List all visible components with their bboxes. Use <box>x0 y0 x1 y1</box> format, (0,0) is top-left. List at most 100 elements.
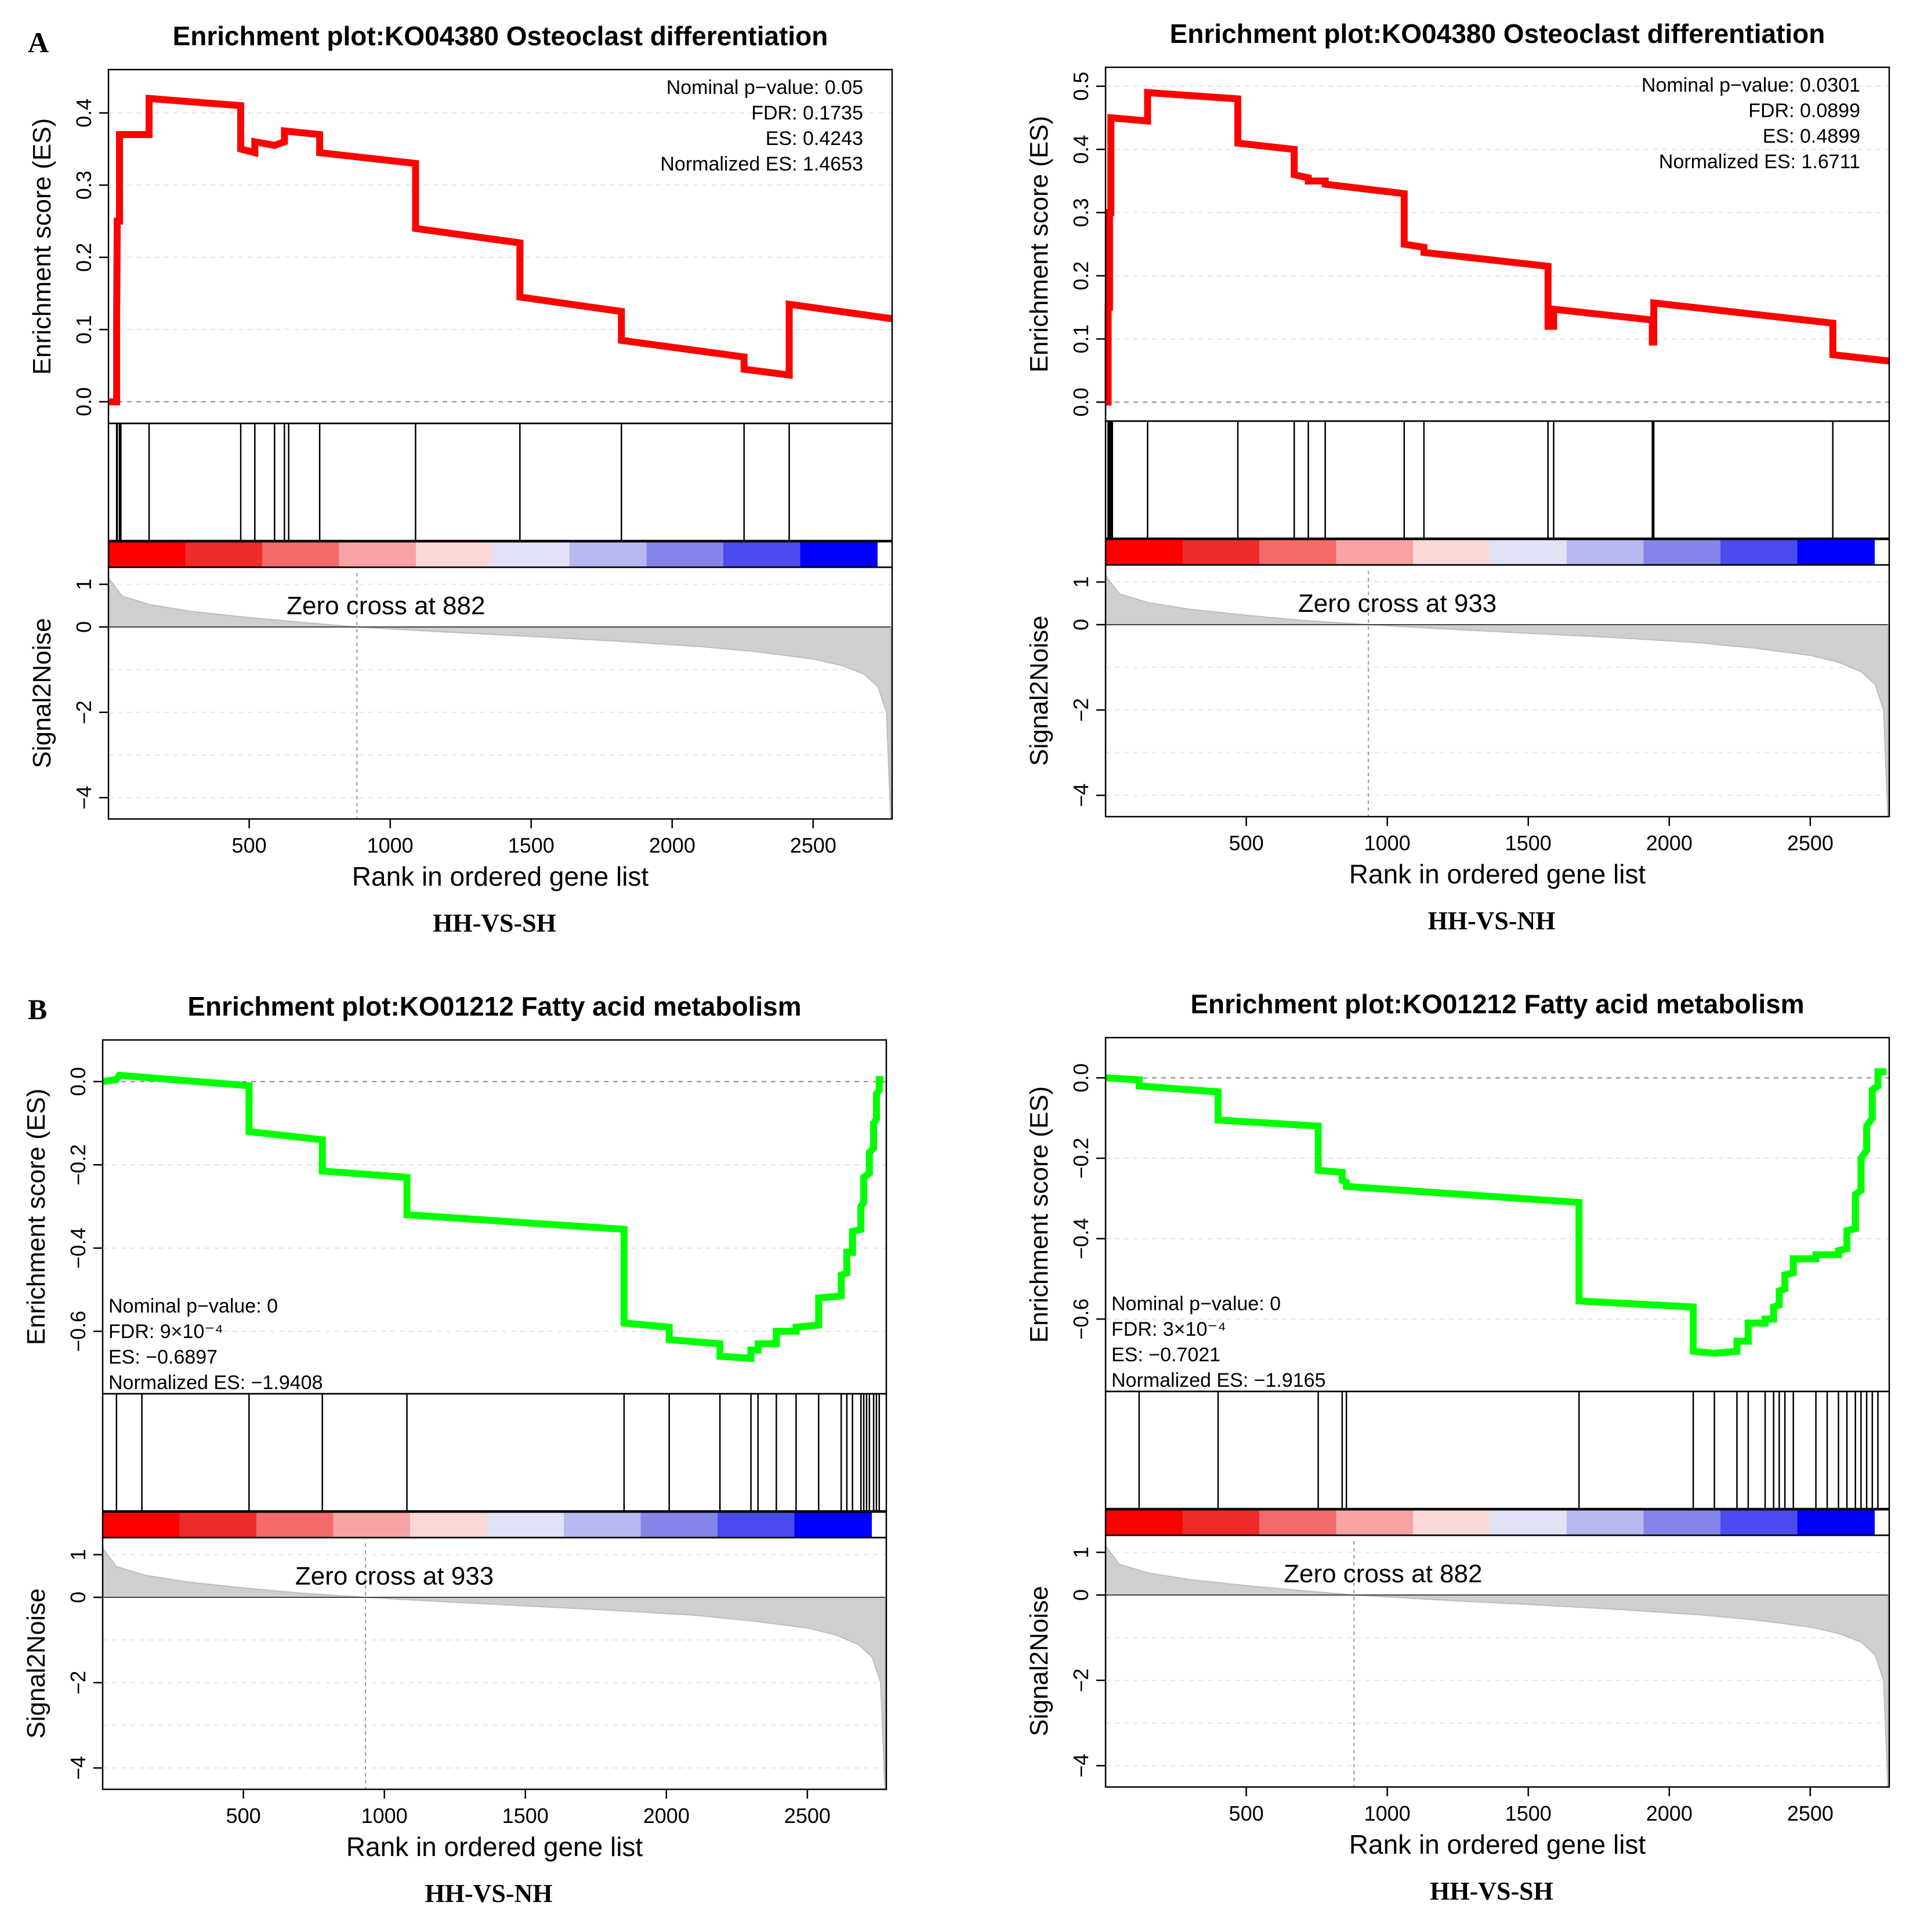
rank-heat-segment <box>1106 1510 1183 1535</box>
rank-heat-segment <box>103 1512 180 1538</box>
rank-heat-segment <box>108 542 186 567</box>
x-tick-label: 1500 <box>1505 831 1552 855</box>
rank-heat-segment <box>1259 539 1337 565</box>
es-y-tick-label: 0.4 <box>1069 135 1093 164</box>
rank-heat-segment <box>1643 1510 1721 1535</box>
s2n-y-tick-label: 1 <box>72 578 96 590</box>
es-y-axis-label: Enrichment score (ES) <box>28 118 56 375</box>
es-y-axis-label: Enrichment score (ES) <box>1025 116 1053 373</box>
es-curve <box>102 1071 884 1362</box>
es-y-axis-label: Enrichment score (ES) <box>22 1089 50 1346</box>
es-y-tick-label: −0.6 <box>66 1311 90 1352</box>
x-tick-label: 2500 <box>784 1804 831 1828</box>
s2n-frame <box>1104 564 1890 818</box>
zero-cross-label: Zero cross at 882 <box>1284 1560 1482 1588</box>
es-stat-line: ES: −0.6897 <box>108 1346 218 1368</box>
es-y-tick-label: 0.5 <box>1069 72 1093 101</box>
rank-heat-segment <box>1413 1510 1491 1535</box>
x-axis-label: Rank in ordered gene list <box>1349 1829 1646 1859</box>
x-tick-label: 1500 <box>508 833 555 857</box>
panel-label-a: A <box>28 26 49 59</box>
x-tick-label: 1500 <box>502 1804 549 1828</box>
s2n-y-tick-label: −4 <box>1069 784 1093 807</box>
s2n-y-tick-label: 1 <box>66 1549 90 1560</box>
rank-heat-segment <box>262 542 340 567</box>
x-axis-label: Rank in ordered gene list <box>346 1832 643 1862</box>
es-y-tick-label: −0.2 <box>1069 1137 1093 1179</box>
s2n-y-axis-label: Signal2Noise <box>1025 615 1053 766</box>
es-curve <box>108 95 893 405</box>
rank-heat-segment <box>185 542 263 567</box>
rank-heat-segment <box>1413 539 1491 565</box>
panel-label-b: B <box>28 993 47 1025</box>
x-tick-label: 1000 <box>1364 831 1411 855</box>
s2n-y-tick-label: −2 <box>72 701 96 724</box>
es-y-tick-label: 0.2 <box>1069 261 1093 290</box>
es-stat-line: Nominal p−value: 0.0301 <box>1642 74 1860 96</box>
es-stat-line: Normalized ES: 1.4653 <box>660 153 863 175</box>
hits-frame <box>1104 420 1890 539</box>
rank-heat-segment <box>492 542 570 567</box>
es-stat-line: Normalized ES: −1.9408 <box>108 1372 323 1394</box>
rank-heat-segment <box>1336 539 1414 565</box>
rank-heat-segment <box>800 542 878 567</box>
x-tick-label: 1500 <box>1505 1801 1552 1825</box>
s2n-frame <box>1104 1534 1890 1788</box>
s2n-area <box>108 576 892 820</box>
s2n-y-tick-label: 0 <box>1069 1589 1093 1601</box>
s2n-y-tick-label: −2 <box>1069 698 1093 722</box>
rank-heat-segment <box>718 1512 795 1538</box>
es-stat-line: FDR: 0.1735 <box>751 102 863 124</box>
s2n-y-tick-label: 0 <box>1069 619 1093 630</box>
x-tick-label: 2500 <box>790 833 836 857</box>
chart-caption: HH-VS-NH <box>1428 907 1556 935</box>
rank-heat-segment <box>646 542 724 567</box>
s2n-y-tick-label: 0 <box>66 1592 90 1603</box>
rank-heat-segment <box>179 1512 257 1538</box>
es-stat-line: Normalized ES: −1.9165 <box>1111 1369 1325 1391</box>
es-y-tick-label: 0.0 <box>66 1067 90 1096</box>
es-y-tick-label: 0.4 <box>72 99 96 128</box>
es-y-axis-label: Enrichment score (ES) <box>1025 1086 1053 1343</box>
x-tick-label: 2000 <box>1646 831 1693 855</box>
x-tick-label: 2500 <box>1787 1801 1834 1825</box>
es-stat-line: FDR: 9×10⁻⁴ <box>108 1321 223 1343</box>
x-tick-label: 2000 <box>649 833 695 857</box>
s2n-y-tick-label: −4 <box>1069 1754 1093 1778</box>
s2n-y-tick-label: −4 <box>72 786 96 810</box>
zero-cross-label: Zero cross at 882 <box>287 592 485 620</box>
es-stat-line: Normalized ES: 1.6711 <box>1659 151 1860 173</box>
hits-frame <box>107 422 893 542</box>
s2n-y-tick-label: 1 <box>1069 576 1093 588</box>
chart-title: Enrichment plot:KO04380 Osteoclast diffe… <box>173 21 828 51</box>
s2n-y-tick-label: 0 <box>72 621 96 633</box>
es-y-tick-label: −0.2 <box>66 1144 90 1186</box>
rank-heat-segment <box>1106 539 1183 565</box>
chart-title: Enrichment plot:KO01212 Fatty acid metab… <box>1190 989 1804 1019</box>
s2n-y-axis-label: Signal2Noise <box>28 618 56 768</box>
es-stat-line: ES: 0.4243 <box>766 128 863 150</box>
rank-heat-segment <box>1567 539 1644 565</box>
rank-heat-segment <box>1720 1510 1798 1535</box>
es-stat-line: Nominal p−value: 0 <box>108 1295 278 1317</box>
chart-1: Enrichment plot:KO04380 Osteoclast diffe… <box>1025 19 1890 935</box>
rank-heat-segment <box>1797 1510 1875 1535</box>
s2n-y-tick-label: −4 <box>66 1756 90 1780</box>
rank-heat-segment <box>1643 539 1721 565</box>
rank-heat-segment <box>723 542 801 567</box>
s2n-frame <box>107 566 893 820</box>
s2n-frame <box>102 1536 887 1790</box>
chart-caption: HH-VS-NH <box>425 1879 553 1908</box>
chart-2: Enrichment plot:KO01212 Fatty acid metab… <box>22 991 887 1908</box>
x-tick-label: 2000 <box>643 1804 690 1828</box>
es-y-tick-label: 0.1 <box>1069 324 1093 353</box>
rank-heat-segment <box>1490 1510 1567 1535</box>
zero-cross-label: Zero cross at 933 <box>295 1562 494 1590</box>
x-tick-label: 2500 <box>1787 831 1834 855</box>
x-tick-label: 500 <box>1229 1801 1264 1825</box>
x-tick-label: 500 <box>226 1804 261 1828</box>
es-stat-line: ES: 0.4899 <box>1763 125 1860 147</box>
x-tick-label: 500 <box>1229 831 1264 855</box>
s2n-y-tick-label: −2 <box>1069 1669 1093 1692</box>
